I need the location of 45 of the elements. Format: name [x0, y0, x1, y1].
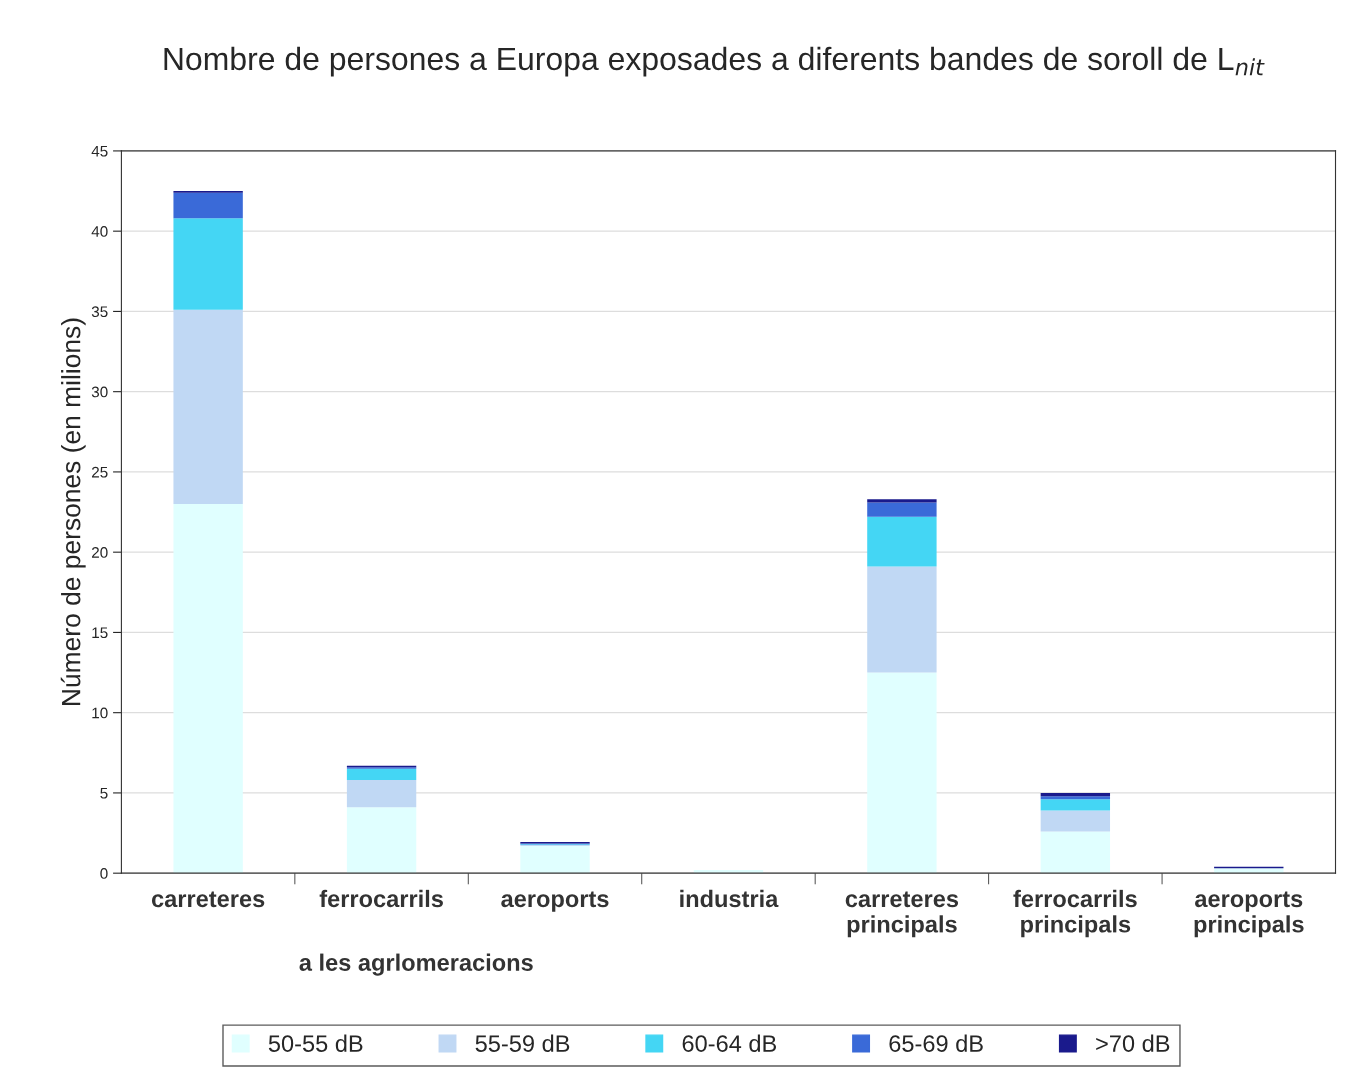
legend-label: 60-64 dB — [682, 1034, 777, 1052]
x-tick-label: ferrocarrils — [319, 889, 443, 908]
y-axis-title: Número de persones (en milions) — [60, 318, 86, 705]
x-tick-label: aeroports — [501, 891, 609, 912]
bar — [867, 672, 937, 874]
bar — [1214, 868, 1284, 874]
bar — [867, 566, 937, 673]
y-tick-label: 30 — [91, 386, 108, 398]
bar — [346, 780, 417, 808]
bar — [346, 768, 417, 781]
bar — [173, 192, 243, 219]
legend-label: >70 dB — [1096, 1034, 1170, 1052]
bar — [867, 499, 937, 503]
y-tick-label: 45 — [91, 145, 108, 157]
bar — [867, 516, 937, 567]
x-tick-label: carreteres principals — [845, 891, 959, 938]
y-tick-label: 5 — [100, 787, 108, 799]
bar — [1040, 831, 1111, 874]
legend-label: 55-59 dB — [475, 1034, 570, 1052]
legend-label: 65-69 dB — [889, 1034, 983, 1052]
x-tick-label: aeroports principals — [1194, 891, 1304, 938]
chart-title: Nombre de persones a Europa exposades a diferents bandes de soroll de L$_{nit}$ — [164, 46, 1265, 77]
bar — [1040, 799, 1111, 811]
x-tick-label: industria — [680, 889, 779, 908]
text: a les agrlomeracions — [299, 953, 533, 976]
bar — [173, 309, 243, 505]
bar — [173, 504, 243, 874]
legend-label: 50-55 dB — [268, 1034, 363, 1052]
bar — [867, 502, 937, 517]
x-tick-label: carreteres — [151, 891, 265, 908]
bar — [520, 845, 590, 874]
y-tick-label: 20 — [91, 547, 108, 558]
bar — [173, 218, 243, 310]
bar — [1040, 810, 1111, 832]
bar — [346, 807, 417, 874]
y-tick-label: 35 — [91, 306, 108, 318]
x-tick-label: ferrocarrils principals — [1013, 889, 1137, 938]
y-tick-label: 25 — [91, 466, 108, 478]
bar — [1040, 796, 1111, 800]
y-tick-label: 0 — [100, 868, 108, 879]
bar — [693, 869, 764, 874]
y-tick-label: 15 — [92, 627, 108, 639]
y-tick-label: 40 — [91, 226, 108, 237]
y-tick-label: 10 — [92, 707, 108, 719]
bar — [1040, 792, 1111, 797]
